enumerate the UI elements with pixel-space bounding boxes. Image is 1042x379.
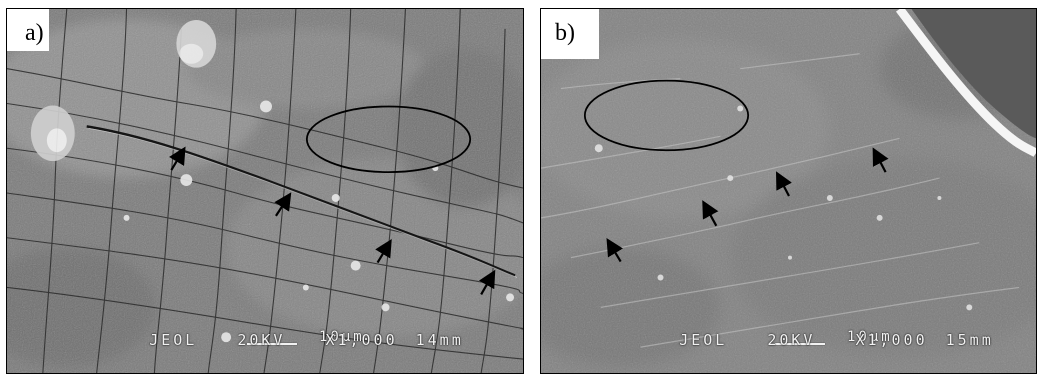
arrow-icon <box>169 146 186 171</box>
arrow-icon <box>274 192 292 217</box>
arrow-icon <box>478 269 496 295</box>
arrow-icon <box>702 200 719 227</box>
voltage: 20KV <box>237 331 286 349</box>
sem-parameters: JEOL 20KV X1,000 15mm <box>607 313 994 367</box>
arrow-icon <box>375 238 392 264</box>
scale-length: 10μm <box>319 329 365 345</box>
instrument-name: JEOL <box>149 331 198 349</box>
micrograph-image-a <box>7 9 523 373</box>
scale-length: 10μm <box>847 329 893 345</box>
panel-label-a: a) <box>7 9 49 51</box>
magnification: X1,000 <box>855 331 928 349</box>
working-distance: 15mm <box>945 331 994 349</box>
working-distance: 14mm <box>415 331 464 349</box>
micrograph-panel-a: a) 10μm JEOL 20KV X1,000 14mm <box>6 8 524 374</box>
arrow-icons-b <box>606 147 889 263</box>
ellipse-marker <box>583 79 750 152</box>
panel-label-b: b) <box>541 9 599 59</box>
debris-b <box>594 105 973 311</box>
voltage: 20KV <box>767 331 816 349</box>
ellipse-marker <box>305 105 472 173</box>
magnification: X1,000 <box>325 331 398 349</box>
crack-network-a <box>7 9 523 373</box>
micrograph-panel-b: b) 10μm JEOL 20KV X1,000 15mm <box>540 8 1037 374</box>
arrow-icon <box>872 147 889 173</box>
sem-info-bar-a: 10μm JEOL 20KV X1,000 14mm <box>7 329 523 367</box>
surface-streaks-b <box>541 53 1020 348</box>
arrow-icons-a <box>169 146 496 295</box>
micrograph-image-b <box>541 9 1036 373</box>
main-crack-a <box>86 125 516 277</box>
instrument-name: JEOL <box>679 331 728 349</box>
scale-bar-line <box>775 343 825 345</box>
arrow-icon <box>776 171 792 197</box>
scale-bar-line <box>247 343 297 345</box>
sem-parameters: JEOL 20KV X1,000 14mm <box>77 313 464 367</box>
fracture-edge <box>895 9 1036 158</box>
debris-a <box>30 19 515 343</box>
sem-info-bar-b: 10μm JEOL 20KV X1,000 15mm <box>541 329 1036 367</box>
arrow-icon <box>606 237 624 263</box>
